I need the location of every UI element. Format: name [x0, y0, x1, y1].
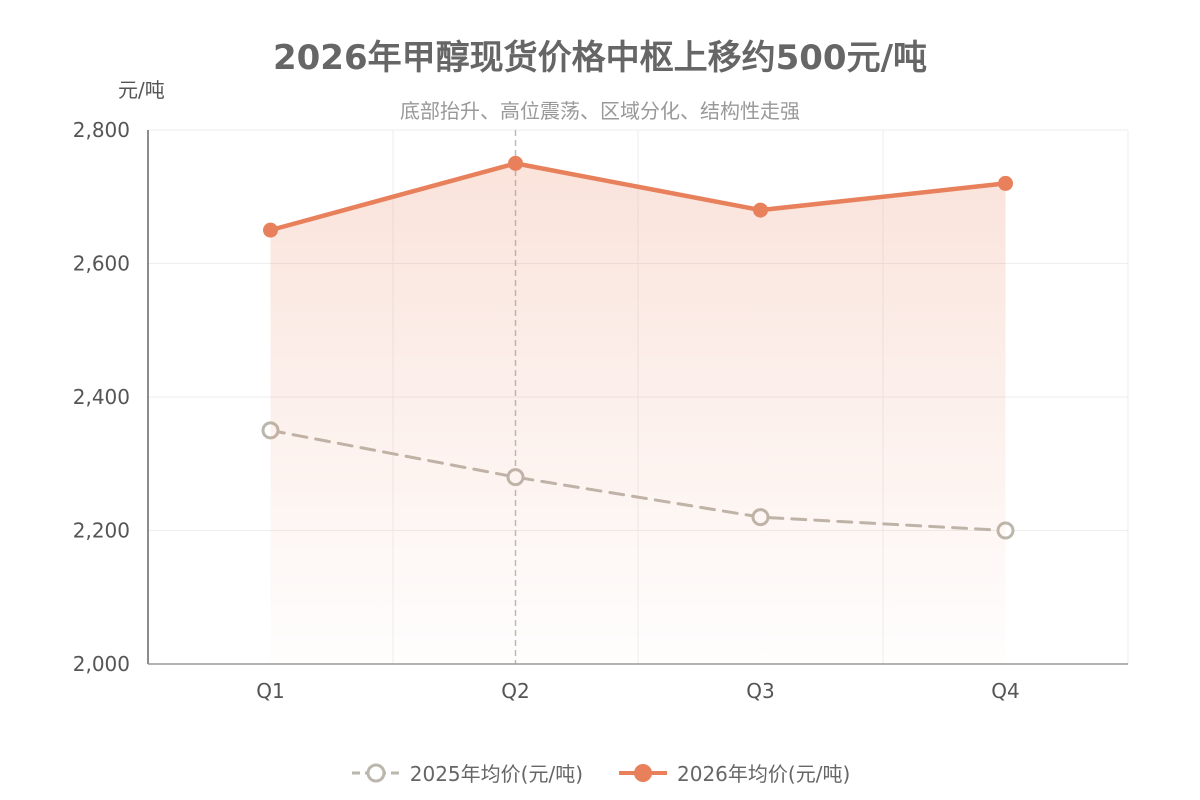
y-tick-label: 2,200 [73, 519, 130, 543]
series-point-1 [263, 222, 278, 238]
y-tick-label: 2,000 [73, 652, 130, 676]
y-tick-label: 2,800 [73, 118, 130, 142]
axes: 2,000 2,200 2,400 2,600 2,800 Q1 Q2 Q3 Q4 [73, 118, 1128, 703]
series-point-1 [998, 175, 1013, 191]
chart-title: 2026年甲醇现货价格中枢上移约500元/吨 [272, 38, 928, 78]
legend-item-2026[interactable]: 2026年均价(元/吨) [617, 758, 850, 787]
legend: 2025年均价(元/吨) 2026年均价(元/吨) [0, 758, 1200, 787]
y-axis-label: 元/吨 [118, 78, 165, 102]
x-tick-label: Q1 [256, 679, 284, 703]
series-line-1 [268, 161, 1008, 233]
legend-label-2025: 2025年均价(元/吨) [409, 762, 583, 786]
y-tick-label: 2,600 [73, 252, 130, 276]
x-tick-label: Q3 [746, 679, 774, 703]
series-point-1 [508, 155, 523, 171]
series-area-1 [270, 163, 1006, 664]
legend-label-2026: 2026年均价(元/吨) [677, 762, 851, 786]
series-point-1 [753, 202, 768, 218]
x-tick-label: Q4 [991, 679, 1019, 703]
series-layer [261, 155, 1015, 664]
legend-item-2025[interactable]: 2025年均价(元/吨) [350, 758, 583, 787]
y-tick-label: 2,400 [73, 385, 130, 409]
x-tick-label: Q2 [501, 679, 529, 703]
legend-marker-2025 [351, 763, 400, 782]
legend-marker-2026 [619, 763, 667, 782]
chart-subtitle: 底部抬升、高位震荡、区域分化、结构性走强 [400, 99, 800, 123]
